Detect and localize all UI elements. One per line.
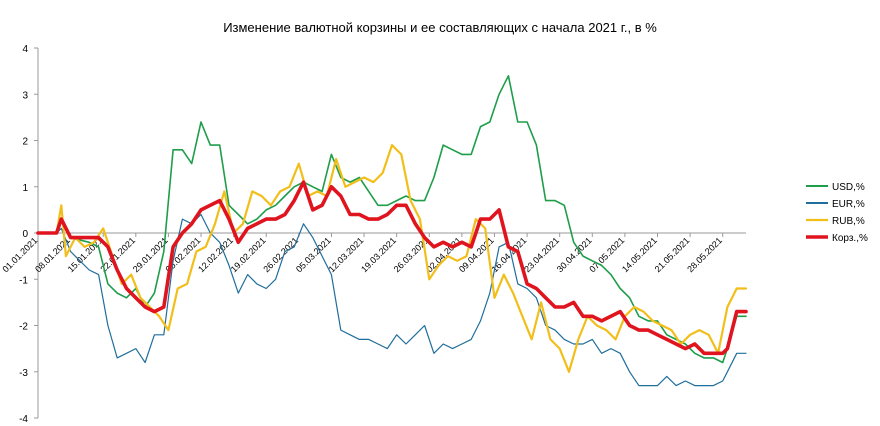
series-line-2 (36, 144, 748, 373)
legend: USD,% EUR,% RUB,% Корз.,% (806, 182, 868, 244)
series-line-3 (36, 180, 748, 356)
y-tick-label: -1 (19, 275, 28, 286)
y-tick-label: 1 (22, 183, 28, 194)
legend-label: EUR,% (832, 199, 865, 210)
y-tick-label: -2 (19, 322, 28, 333)
series-line-1 (37, 213, 747, 387)
y-tick-labels: -4 -3 -2 -1 0 1 2 3 4 (19, 44, 38, 425)
legend-label: RUB,% (832, 216, 865, 227)
y-tick-label: -3 (19, 368, 28, 379)
y-tick-label: 4 (22, 44, 28, 55)
legend-label: Корз.,% (832, 233, 868, 244)
y-tick-label: 3 (22, 90, 28, 101)
y-tick-label: 0 (22, 229, 28, 240)
chart-title: Изменение валютной корзины и ее составля… (223, 20, 657, 35)
y-tick-label: -4 (19, 414, 28, 425)
series-lines (36, 75, 748, 387)
y-tick-label: 2 (22, 137, 28, 148)
legend-label: USD,% (832, 182, 865, 193)
